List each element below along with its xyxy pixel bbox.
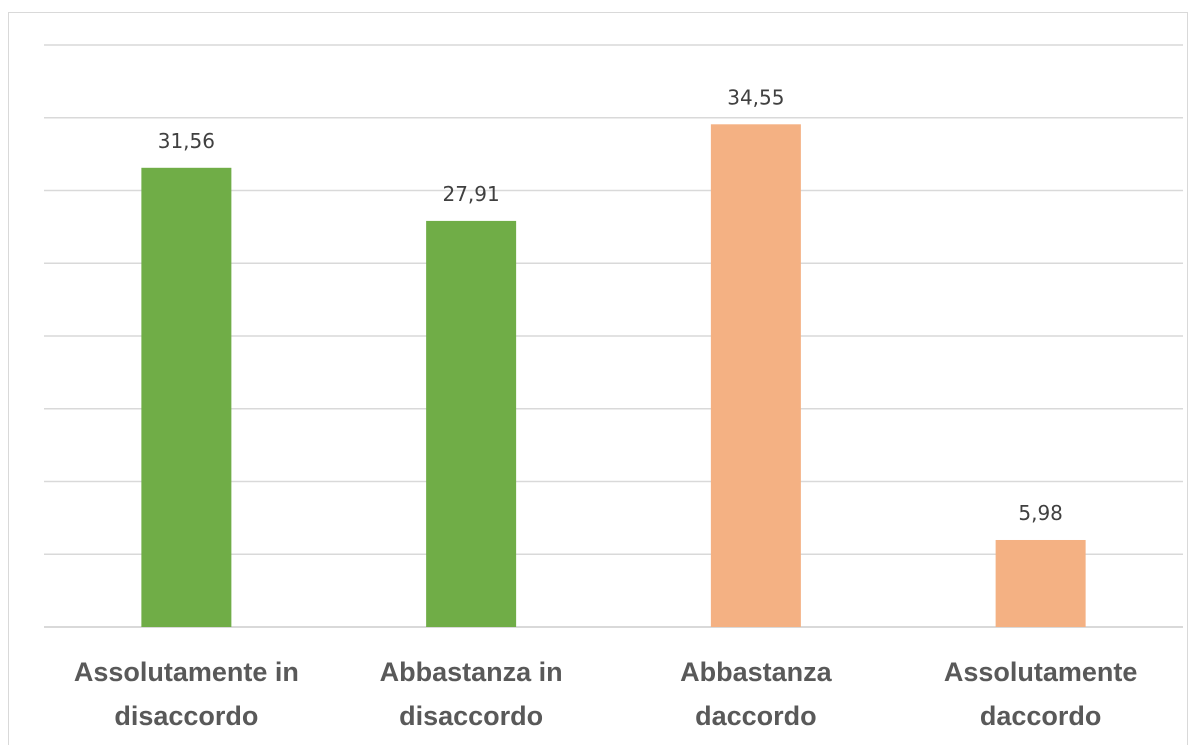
bar [426, 220, 517, 628]
bar [995, 539, 1086, 627]
data-label: 27,91 [442, 182, 499, 206]
category-label: Assolutamente in [74, 657, 299, 687]
data-label: 34,55 [727, 85, 784, 109]
category-label: disaccordo [114, 701, 258, 731]
category-label: disaccordo [399, 701, 543, 731]
category-label: Assolutamente [944, 657, 1138, 687]
category-label: Abbastanza [680, 657, 833, 687]
data-label: 31,56 [158, 129, 215, 153]
gridlines [44, 44, 1183, 555]
category-label: Abbastanza in [380, 657, 563, 687]
category-label: daccordo [980, 701, 1102, 731]
data-labels: 31,56 27,91 34,55 5,98 [158, 85, 1063, 525]
data-label: 5,98 [1018, 501, 1063, 525]
bar [710, 124, 801, 628]
category-labels: Assolutamente in disaccordo Abbastanza in d… [74, 657, 1138, 731]
bar [141, 167, 232, 627]
category-label: daccordo [695, 701, 817, 731]
bars [141, 124, 1086, 628]
